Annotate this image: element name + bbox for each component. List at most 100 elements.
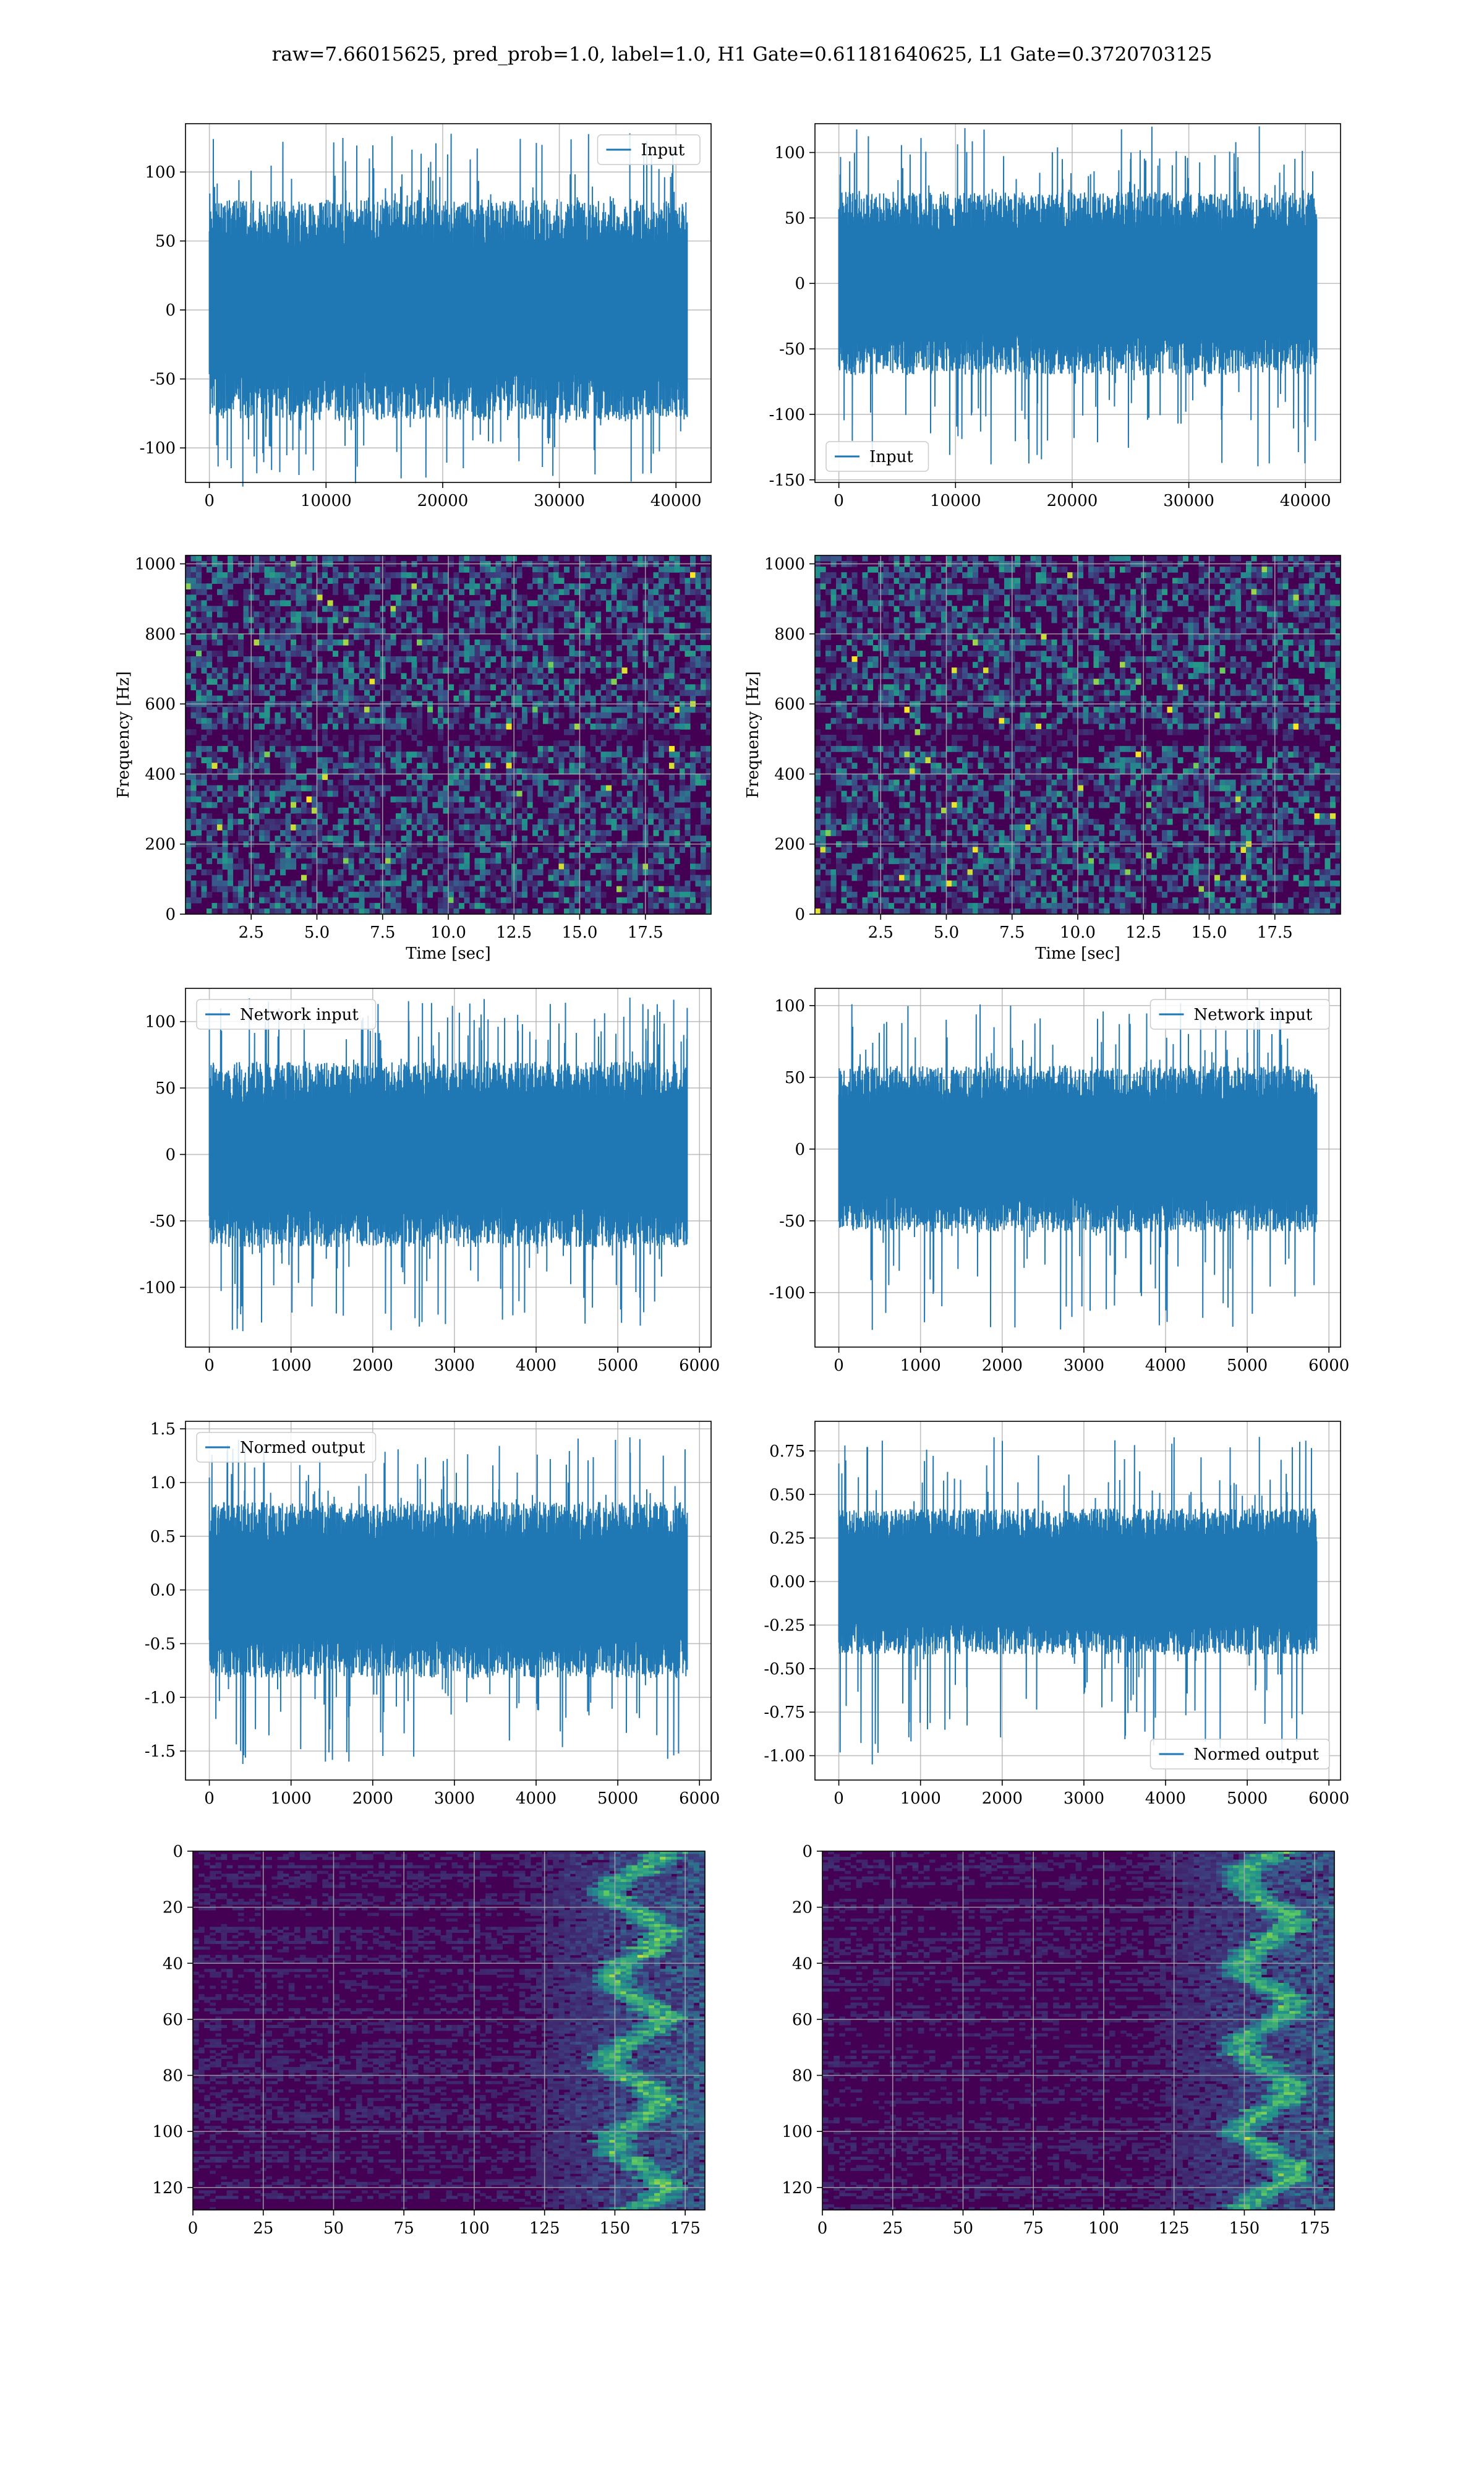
- heatmap-cell: [574, 651, 581, 657]
- heatmap-cell: [207, 847, 213, 853]
- heatmap-cell: [348, 695, 354, 702]
- heatmap-cell: [354, 908, 360, 915]
- heatmap-cell: [1030, 639, 1036, 646]
- heatmap-cell: [432, 746, 438, 752]
- heatmap-cell: [627, 897, 633, 904]
- heatmap-cell: [1214, 628, 1221, 635]
- heatmap-cell: [343, 863, 349, 870]
- heatmap-cell: [606, 847, 612, 853]
- heatmap-cell: [469, 763, 475, 769]
- heatmap-cell: [1209, 622, 1215, 629]
- heatmap-cell: [574, 830, 581, 836]
- heatmap-cell: [211, 852, 218, 858]
- heatmap-cell: [1330, 611, 1336, 618]
- heatmap-cell: [830, 555, 837, 562]
- heatmap-cell: [207, 723, 213, 730]
- heatmap-cell: [553, 802, 560, 808]
- heatmap-cell: [632, 891, 638, 898]
- heatmap-cell: [543, 902, 549, 909]
- y-tick-label: 400: [145, 765, 176, 784]
- heatmap-cell: [232, 790, 239, 797]
- heatmap-cell: [448, 774, 454, 781]
- heatmap-cell: [301, 830, 307, 836]
- heatmap-cell: [1177, 667, 1183, 674]
- heatmap-cell: [1078, 662, 1084, 668]
- heatmap-cell: [600, 723, 607, 730]
- heatmap-cell: [537, 785, 544, 792]
- heatmap-cell: [438, 886, 444, 892]
- heatmap-cell: [579, 836, 586, 842]
- heatmap-cell: [338, 695, 344, 702]
- heatmap-cell: [480, 667, 486, 674]
- heatmap-cell: [532, 740, 539, 747]
- heatmap-cell: [364, 572, 370, 578]
- heatmap-cell: [1230, 656, 1236, 662]
- heatmap-cell: [669, 594, 675, 601]
- heatmap-cell: [883, 651, 889, 657]
- heatmap-cell: [211, 830, 218, 836]
- heatmap-cell: [820, 606, 826, 612]
- heatmap-cell: [259, 690, 265, 696]
- heatmap-cell: [659, 690, 665, 696]
- heatmap-cell: [359, 796, 365, 803]
- heatmap-cell: [417, 656, 423, 662]
- heatmap-cell: [443, 645, 449, 651]
- heatmap-cell: [411, 735, 417, 741]
- heatmap-cell: [490, 594, 497, 601]
- heatmap-cell: [663, 673, 670, 679]
- heatmap-cell: [638, 774, 644, 781]
- heatmap-cell: [1072, 583, 1078, 589]
- heatmap-cell: [280, 830, 286, 836]
- heatmap-cell: [359, 768, 365, 775]
- heatmap-cell: [611, 555, 617, 562]
- heatmap-cell: [1025, 678, 1031, 685]
- heatmap-cell: [663, 667, 670, 674]
- heatmap-cell: [396, 662, 402, 668]
- heatmap-cell: [1309, 600, 1315, 607]
- heatmap-cell: [317, 802, 323, 808]
- heatmap-cell: [946, 611, 952, 618]
- heatmap-cell: [564, 875, 570, 881]
- heatmap-cell: [485, 662, 491, 668]
- heatmap-cell: [1330, 667, 1336, 674]
- heatmap-cell: [701, 678, 707, 685]
- heatmap-cell: [988, 583, 994, 589]
- heatmap-cell: [543, 589, 549, 596]
- heatmap-cell: [1151, 639, 1158, 646]
- heatmap-cell: [830, 594, 837, 601]
- heatmap-cell: [1177, 673, 1183, 679]
- heatmap-cell: [264, 751, 270, 758]
- heatmap-cell: [417, 813, 423, 820]
- heatmap-cell: [354, 774, 360, 781]
- heatmap-cell: [469, 578, 475, 584]
- heatmap-cell: [701, 818, 707, 825]
- heatmap-cell: [275, 712, 281, 719]
- heatmap-cell: [317, 667, 323, 674]
- heatmap-cell: [443, 785, 449, 792]
- heatmap-cell: [495, 908, 501, 915]
- heatmap-cell: [217, 578, 223, 584]
- heatmap-cell: [485, 908, 491, 915]
- heatmap-cell: [931, 639, 937, 646]
- heatmap-cell: [590, 836, 596, 842]
- heatmap-cell: [254, 796, 260, 803]
- heatmap-cell: [574, 785, 581, 792]
- heatmap-cell: [952, 611, 958, 618]
- heatmap-cell: [931, 622, 937, 629]
- heatmap-cell: [701, 723, 707, 730]
- heatmap-cell: [1193, 622, 1200, 629]
- heatmap-cell: [1167, 567, 1173, 573]
- heatmap-cell: [527, 690, 533, 696]
- heatmap-cell: [1020, 639, 1026, 646]
- heatmap-cell: [1209, 555, 1215, 562]
- heatmap-cell: [590, 656, 596, 662]
- heatmap-cell: [464, 583, 470, 589]
- heatmap-cell: [999, 622, 1005, 629]
- heatmap-cell: [952, 617, 958, 623]
- heatmap-cell: [506, 818, 512, 825]
- heatmap-cell: [264, 567, 270, 573]
- heatmap-cell: [1256, 567, 1263, 573]
- heatmap-cell: [432, 567, 438, 573]
- heatmap-cell: [275, 863, 281, 870]
- heatmap-cell: [527, 600, 533, 607]
